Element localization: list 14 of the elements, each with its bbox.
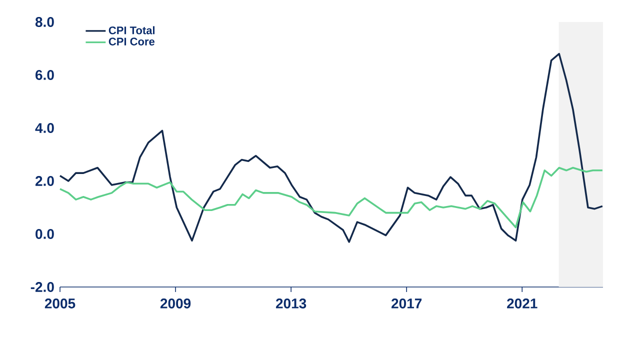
y-tick-label: 2.0: [35, 176, 54, 186]
y-tick-label: 0.0: [36, 229, 54, 239]
y-tick-label: 6.0: [36, 70, 54, 80]
legend-label: CPI Core: [108, 38, 154, 46]
y-tick-label: -2.0: [30, 282, 54, 292]
y-tick-label: 4.0: [35, 123, 54, 133]
x-tick-label: 2005: [44, 298, 76, 308]
x-tick-label: 2021: [507, 298, 538, 308]
x-tick-label: 2017: [392, 298, 422, 308]
line-series: [59, 52, 604, 243]
y-tick-label: 8.0: [35, 17, 54, 27]
legend-label: CPI Total: [108, 26, 155, 34]
x-tick-label: 2009: [160, 298, 191, 308]
x-tick-label: 2013: [276, 298, 306, 308]
